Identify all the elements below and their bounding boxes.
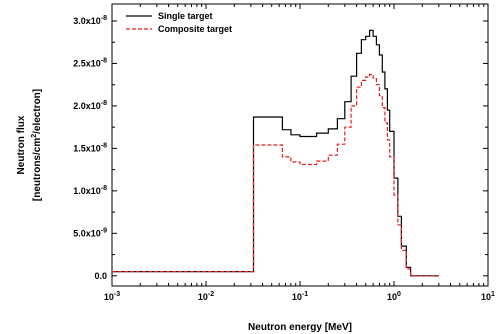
y-tick-label: 5.0x10-9 — [73, 227, 107, 238]
legend: Single target Composite target — [126, 11, 232, 34]
y-tick-label: 1.0x10-8 — [73, 185, 107, 196]
legend-label: Composite target — [158, 24, 232, 34]
plot-frame — [111, 3, 489, 287]
x-axis-title: Neutron energy [MeV] — [248, 322, 352, 333]
legend-label: Single target — [158, 11, 213, 21]
y-tick-label: 1.5x10-8 — [73, 142, 107, 153]
x-tick-label: 100 — [387, 291, 401, 302]
x-tick-label: 10-1 — [292, 291, 308, 302]
x-tick-label: 101 — [481, 291, 495, 302]
x-axis: 10-3 10-2 10-1 100 101 — [104, 4, 495, 302]
y-axis-title-line2: [neutrons/cm2/electron] — [31, 89, 43, 201]
y-tick-label: 3.0x10-8 — [73, 15, 107, 26]
x-tick-label: 10-3 — [104, 291, 120, 302]
series-line-single-target — [112, 29, 439, 277]
y-axis-title-line1: Neutron flux — [16, 115, 27, 174]
y-tick-label: 2.5x10-8 — [73, 57, 107, 68]
y-tick-label: 0.0 — [94, 271, 107, 281]
series-line-composite-target — [112, 73, 439, 277]
y-tick-label: 2.0x10-8 — [73, 100, 107, 111]
series-layer — [112, 29, 439, 277]
y-axis: 0.0 5.0x10-9 1.0x10-8 1.5x10-8 2.0x10-8 2.5x1… — [73, 15, 488, 281]
y-axis-title: Neutron flux [neutrons/cm2/electron] — [16, 89, 43, 201]
x-tick-label: 10-2 — [198, 291, 214, 302]
